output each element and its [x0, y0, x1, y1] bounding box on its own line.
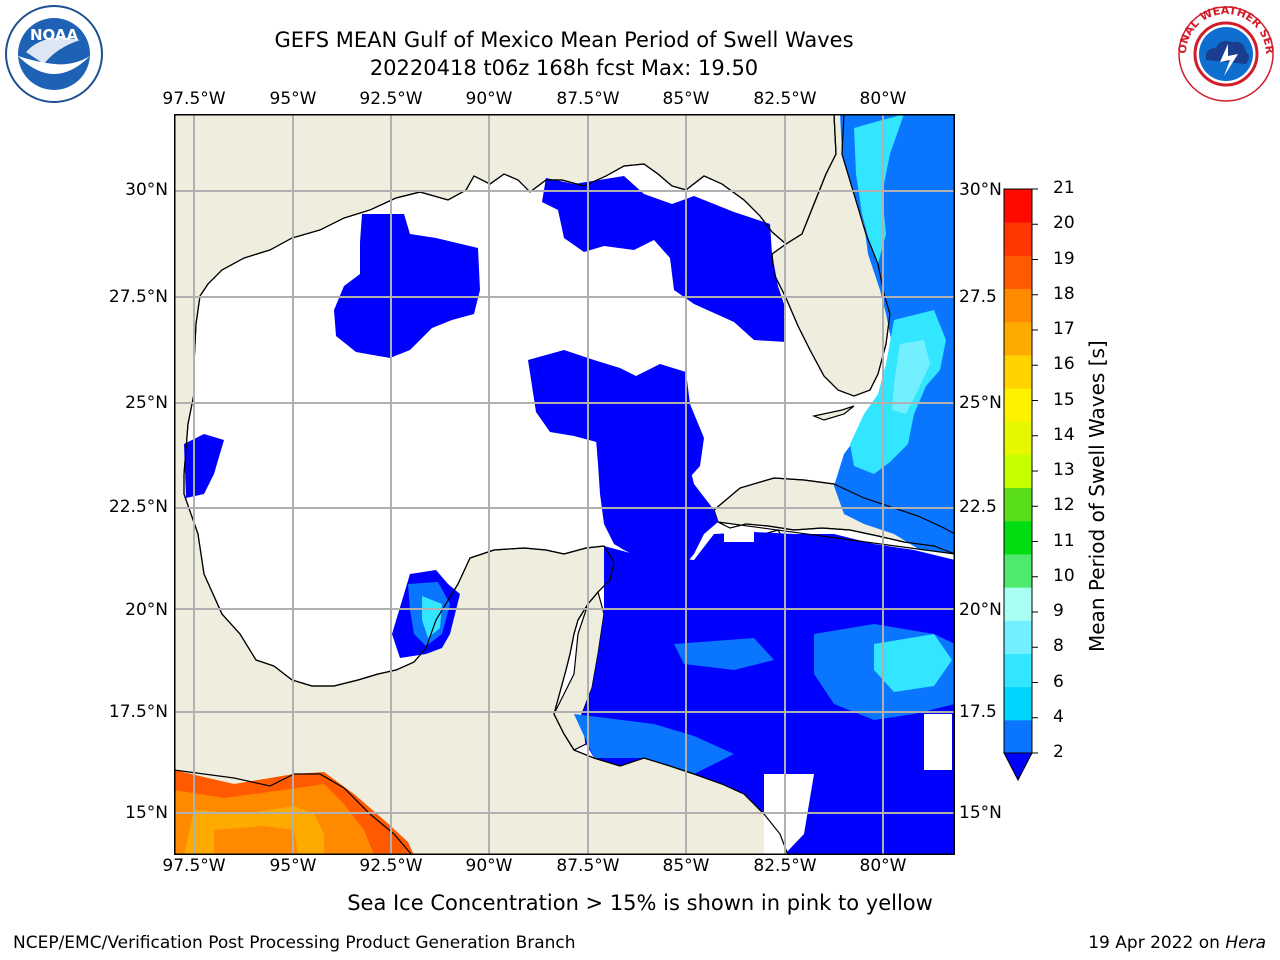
lon-label-top: 95°W: [269, 89, 317, 109]
lat-label-right: 25°N: [959, 393, 1002, 413]
colorbar-tick-label: 14: [1053, 424, 1075, 445]
gulf-swell-light-layer: [408, 114, 955, 774]
colorbar-ticks: [1032, 188, 1038, 754]
colorbar-tick-label: 4: [1053, 706, 1064, 727]
colorbar-tick-label: 6: [1053, 671, 1064, 692]
colorbar-tick-label: 8: [1053, 636, 1064, 657]
chart-title: GEFS MEAN Gulf of Mexico Mean Period of …: [274, 28, 854, 52]
lon-label-top: 90°W: [465, 89, 513, 109]
lat-label-left: 22.5°N: [108, 497, 168, 517]
colorbar-tick-label: 18: [1053, 283, 1075, 304]
noaa-logo: NOAA: [5, 5, 103, 103]
colorbar-segment: [1004, 686, 1032, 721]
lon-label-bottom: 82.5°W: [753, 856, 817, 876]
colorbar-segment: [1004, 255, 1032, 290]
lon-label-bottom: 95°W: [269, 856, 317, 876]
colorbar: [1003, 188, 1038, 782]
footer-date-text: 19 Apr 2022 on: [1088, 933, 1220, 953]
colorbar-tick-label: 11: [1053, 530, 1075, 551]
lon-label-top: 82.5°W: [753, 89, 817, 109]
lat-label-left: 20°N: [125, 600, 168, 620]
nws-logo: NATIONAL WEATHER SERVICE: [1176, 4, 1276, 102]
colorbar-segment: [1004, 354, 1032, 389]
colorbar-segment: [1004, 719, 1032, 754]
lon-label-bottom: 80°W: [859, 856, 907, 876]
lon-label-top: 92.5°W: [359, 89, 423, 109]
colorbar-tick-label: 13: [1053, 460, 1075, 480]
sea-ice-note: Sea Ice Concentration > 15% is shown in …: [347, 891, 933, 915]
colorbar-segment: [1004, 388, 1032, 422]
footer-date: 19 Apr 2022 on Hera: [1088, 933, 1266, 953]
colorbar-segment: [1004, 520, 1032, 555]
map-frame: [174, 114, 955, 855]
lat-label-right: 17.5: [959, 702, 997, 722]
land-layer: [174, 114, 955, 855]
lon-label-bottom: 92.5°W: [359, 856, 423, 876]
coastline-layer: [174, 114, 955, 855]
colorbar-segment: [1004, 454, 1032, 489]
lon-label-top: 80°W: [859, 89, 907, 109]
colorbar-tick-label: 21: [1053, 178, 1075, 198]
nodata-patches: [724, 524, 952, 855]
colorbar-segment: [1004, 553, 1032, 588]
lat-label-left: 30°N: [125, 180, 168, 200]
lat-label-left: 27.5°N: [108, 287, 168, 307]
colorbar-segment: [1004, 321, 1032, 356]
colorbar-tick-label: 20: [1053, 213, 1075, 234]
chart-subtitle: 20220418 t06z 168h fcst Max: 19.50: [369, 56, 759, 80]
lat-label-right: 30°N: [959, 180, 1002, 200]
swell-caribbean: [582, 532, 955, 855]
colorbar-segment: [1004, 587, 1032, 621]
lat-label-right: 15°N: [959, 803, 1002, 823]
colorbar-segment: [1004, 620, 1032, 654]
colorbar-segment: [1004, 653, 1032, 688]
lon-label-bottom: 85°W: [662, 856, 710, 876]
colorbar-tick-label: 12: [1053, 495, 1075, 516]
colorbar-tick-label: 15: [1053, 389, 1075, 410]
lon-label-bottom: 87.5°W: [556, 856, 620, 876]
colorbar-tick-label: 10: [1053, 565, 1075, 586]
lon-label-top: 97.5°W: [162, 89, 226, 109]
lat-label-left: 15°N: [125, 803, 168, 823]
colorbar-segment: [1004, 288, 1032, 323]
lon-label-top: 85°W: [662, 89, 710, 109]
swell-nw-gulf: [334, 214, 480, 358]
lon-label-top: 87.5°W: [556, 89, 620, 109]
svg-text:NOAA: NOAA: [30, 26, 79, 44]
land-keys: [811, 405, 855, 421]
colorbar-title: Mean Period of Swell Waves [s]: [1085, 340, 1109, 652]
colorbar-tick-label: 9: [1053, 601, 1064, 621]
lon-label-bottom: 97.5°W: [162, 856, 226, 876]
colorbar-tick-label: 2: [1053, 742, 1064, 762]
colorbar-tick-label: 19: [1053, 248, 1075, 269]
map-panel: [174, 114, 955, 855]
colorbar-segment: [1004, 421, 1032, 455]
gridlines: [174, 114, 955, 855]
lat-label-right: 27.5: [959, 287, 997, 307]
colorbar-segment: [1004, 487, 1032, 522]
footer-credit: NCEP/EMC/Verification Post Processing Pr…: [13, 933, 576, 953]
lat-label-right: 20°N: [959, 600, 1002, 620]
swell-ne-gulf: [542, 176, 786, 342]
colorbar-under-arrow: [1003, 752, 1033, 782]
footer-machine: Hera: [1225, 933, 1266, 953]
colorbar-tick-label: 16: [1053, 354, 1075, 375]
lat-label-left: 25°N: [125, 393, 168, 413]
lon-label-bottom: 90°W: [465, 856, 513, 876]
colorbar-segment: [1004, 189, 1032, 223]
lat-label-left: 17.5°N: [108, 702, 168, 722]
colorbar-segments: [1004, 189, 1032, 754]
colorbar-segment: [1004, 222, 1032, 256]
lat-label-right: 22.5: [959, 497, 997, 517]
colorbar-tick-label: 17: [1053, 319, 1075, 339]
